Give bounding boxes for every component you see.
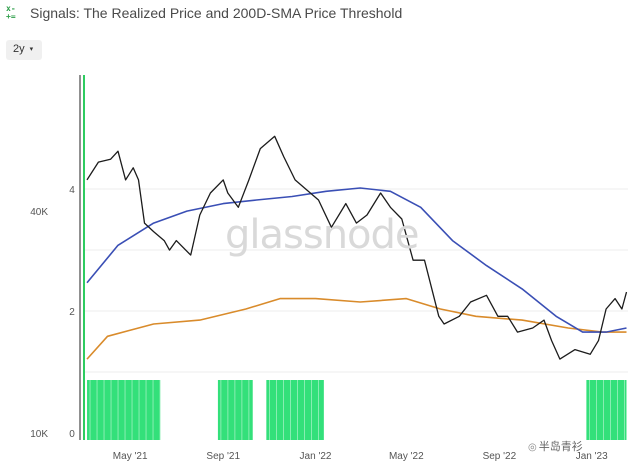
credit: ◎ 半岛青衫 — [528, 438, 583, 454]
signal-bar — [87, 380, 161, 440]
chart-header: x- += Signals: The Realized Price and 200… — [0, 0, 640, 28]
realized-price-line — [86, 297, 627, 360]
x-tick-label: May '22 — [389, 451, 424, 462]
y-left-tick-label: 10K — [30, 429, 48, 440]
credit-text: 半岛青衫 — [538, 441, 583, 453]
x-tick-label: May '21 — [113, 451, 148, 462]
signal-bar — [586, 380, 627, 440]
chevron-down-icon: ▾ — [29, 46, 34, 53]
sma-200d-line — [86, 187, 627, 333]
time-range-label: 2y — [13, 43, 25, 55]
y-right-tick-label: 4 — [69, 185, 75, 196]
x-tick-label: Sep '22 — [483, 451, 517, 462]
signal-bar — [266, 380, 324, 440]
camera-icon: ◎ — [528, 442, 537, 453]
time-range-dropdown[interactable]: 2y ▾ — [6, 40, 42, 60]
x-tick-label: Sep '21 — [206, 451, 240, 462]
chart-title: Signals: The Realized Price and 200D-SMA… — [30, 5, 403, 21]
x-tick-label: Jan '23 — [576, 451, 608, 462]
price-line — [86, 135, 628, 360]
grid-app-icon: x- += — [6, 4, 16, 21]
y-left-tick-label: 40K — [30, 207, 48, 218]
y-right-tick-label: 0 — [69, 429, 75, 440]
x-tick-label: Jan '22 — [300, 451, 332, 462]
signal-bar — [217, 380, 253, 440]
watermark: glassnode — [225, 212, 420, 258]
y-right-tick-label: 2 — [69, 307, 75, 318]
